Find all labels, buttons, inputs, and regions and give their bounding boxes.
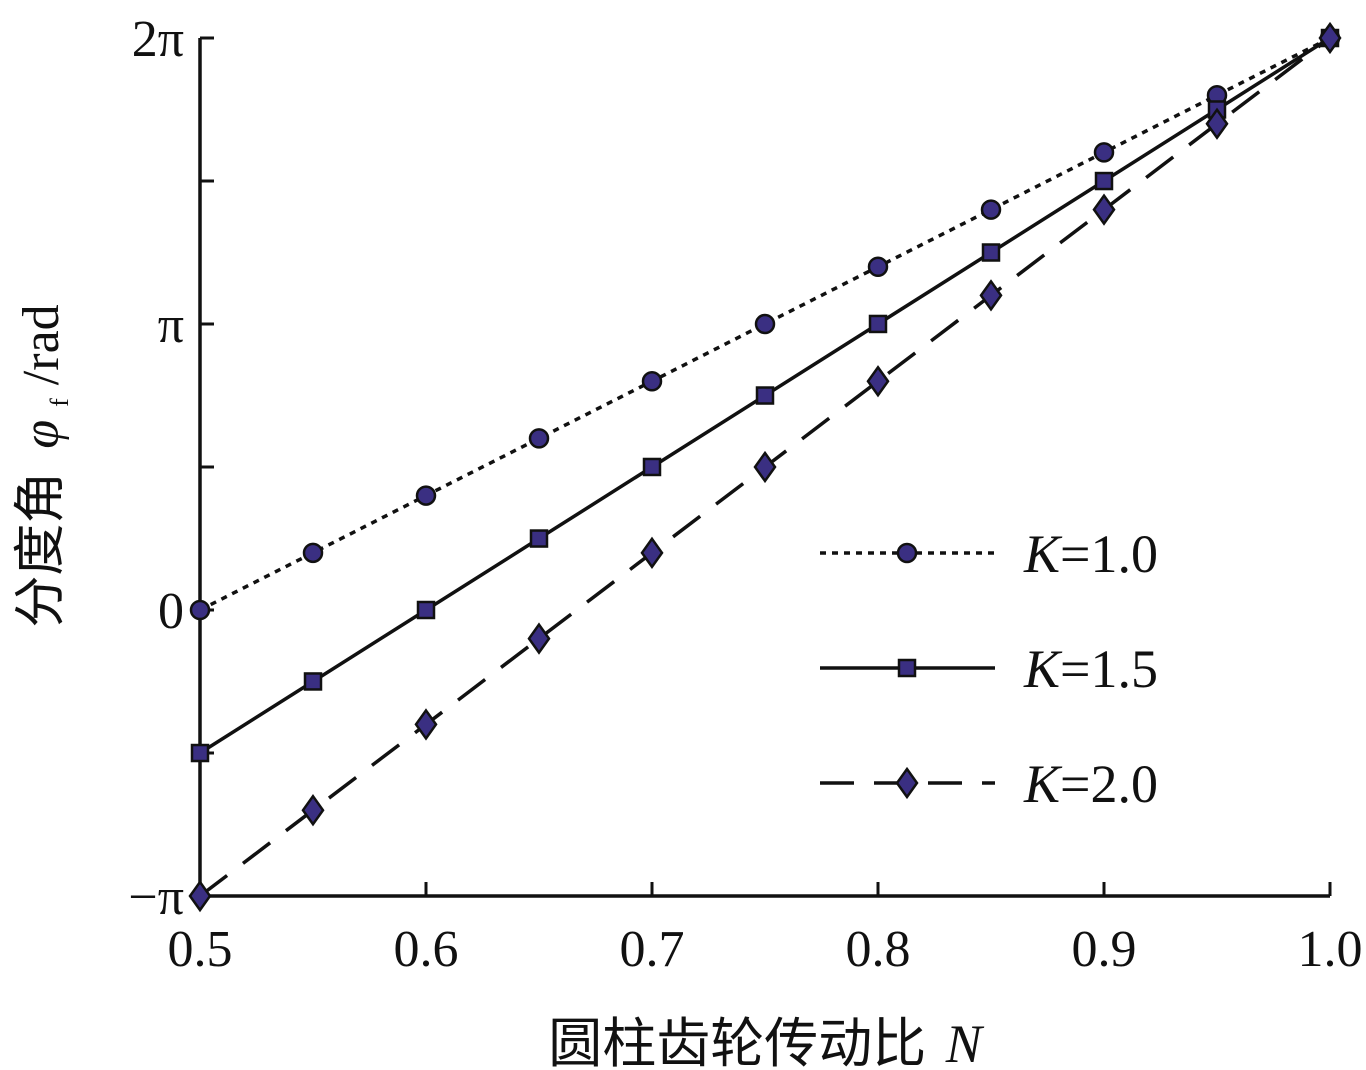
legend-label: K=1.5 — [1023, 639, 1158, 699]
y-tick-label: 2π — [132, 11, 184, 68]
axes: 0.5 0.6 0.7 0.8 0.9 1.0 −π 0 π 2π — [128, 11, 1362, 978]
legend-item: K=1.0 — [820, 524, 1158, 584]
x-axis-title-text: 圆柱齿轮传动比 — [548, 1014, 926, 1070]
x-axis-title-var: N — [945, 1014, 985, 1070]
legend-label-var: K — [1023, 754, 1063, 814]
data-point — [980, 199, 1002, 220]
data-point — [1092, 193, 1116, 226]
legend-label-var: K — [1023, 639, 1063, 699]
data-point — [753, 450, 777, 484]
legend-label: K=1.0 — [1023, 524, 1158, 584]
data-point — [528, 428, 550, 449]
data-point — [640, 536, 664, 569]
x-tick-label: 0.8 — [846, 921, 911, 978]
data-point — [301, 794, 325, 827]
data-point — [866, 365, 890, 398]
series-1 — [189, 27, 1341, 621]
y-axis-title: 分度角 φ f /rad — [13, 304, 80, 627]
legend-item: K=2.0 — [820, 754, 1158, 814]
legend-label-value: =1.0 — [1060, 524, 1158, 584]
y-tick-label: 0 — [158, 583, 184, 640]
data-point — [981, 243, 1001, 262]
x-axis-title: 圆柱齿轮传动比 N — [548, 1014, 985, 1070]
y-axis-title-sub: f — [45, 398, 74, 407]
series-2 — [190, 28, 1340, 763]
data-point — [1093, 142, 1115, 163]
y-axis-title-unit: /rad — [13, 304, 70, 385]
data-point — [979, 279, 1003, 312]
y-axis-title-text: 分度角 — [13, 472, 70, 628]
data-point — [303, 672, 323, 691]
legend: K=1.0K=1.5K=2.0 — [820, 524, 1158, 814]
data-point — [416, 600, 436, 620]
data-point — [1094, 171, 1114, 191]
data-point — [190, 743, 210, 763]
y-axis-title-var: φ — [13, 420, 70, 449]
data-point — [414, 708, 438, 741]
data-point — [188, 879, 212, 913]
data-point — [415, 485, 437, 506]
legend-label: K=2.0 — [1023, 754, 1158, 814]
legend-marker — [895, 766, 919, 800]
data-point — [1318, 21, 1342, 55]
data-point — [527, 622, 551, 655]
data-point — [867, 256, 889, 278]
data-point — [754, 313, 776, 335]
data-point — [302, 542, 324, 564]
data-point — [529, 529, 549, 548]
x-tick-label: 0.9 — [1072, 921, 1137, 978]
data-point — [755, 386, 775, 405]
y-tick-label: −π — [128, 869, 184, 926]
series-layer — [188, 21, 1342, 913]
legend-label-value: =2.0 — [1060, 754, 1158, 814]
data-point — [868, 314, 888, 334]
data-point — [642, 457, 662, 477]
legend-marker — [897, 658, 917, 678]
data-point — [1205, 107, 1229, 140]
legend-item: K=1.5 — [820, 639, 1158, 699]
y-tick-label: π — [158, 297, 184, 354]
x-tick-label: 0.7 — [620, 921, 685, 978]
x-tick-label: 0.5 — [168, 921, 233, 978]
data-point — [189, 599, 211, 621]
series-3 — [188, 21, 1342, 913]
legend-marker — [896, 542, 918, 564]
x-tick-label: 1.0 — [1298, 921, 1363, 978]
x-tick-label: 0.6 — [394, 921, 459, 978]
data-point — [641, 370, 663, 392]
legend-label-value: =1.5 — [1060, 639, 1158, 699]
legend-label-var: K — [1023, 524, 1063, 584]
